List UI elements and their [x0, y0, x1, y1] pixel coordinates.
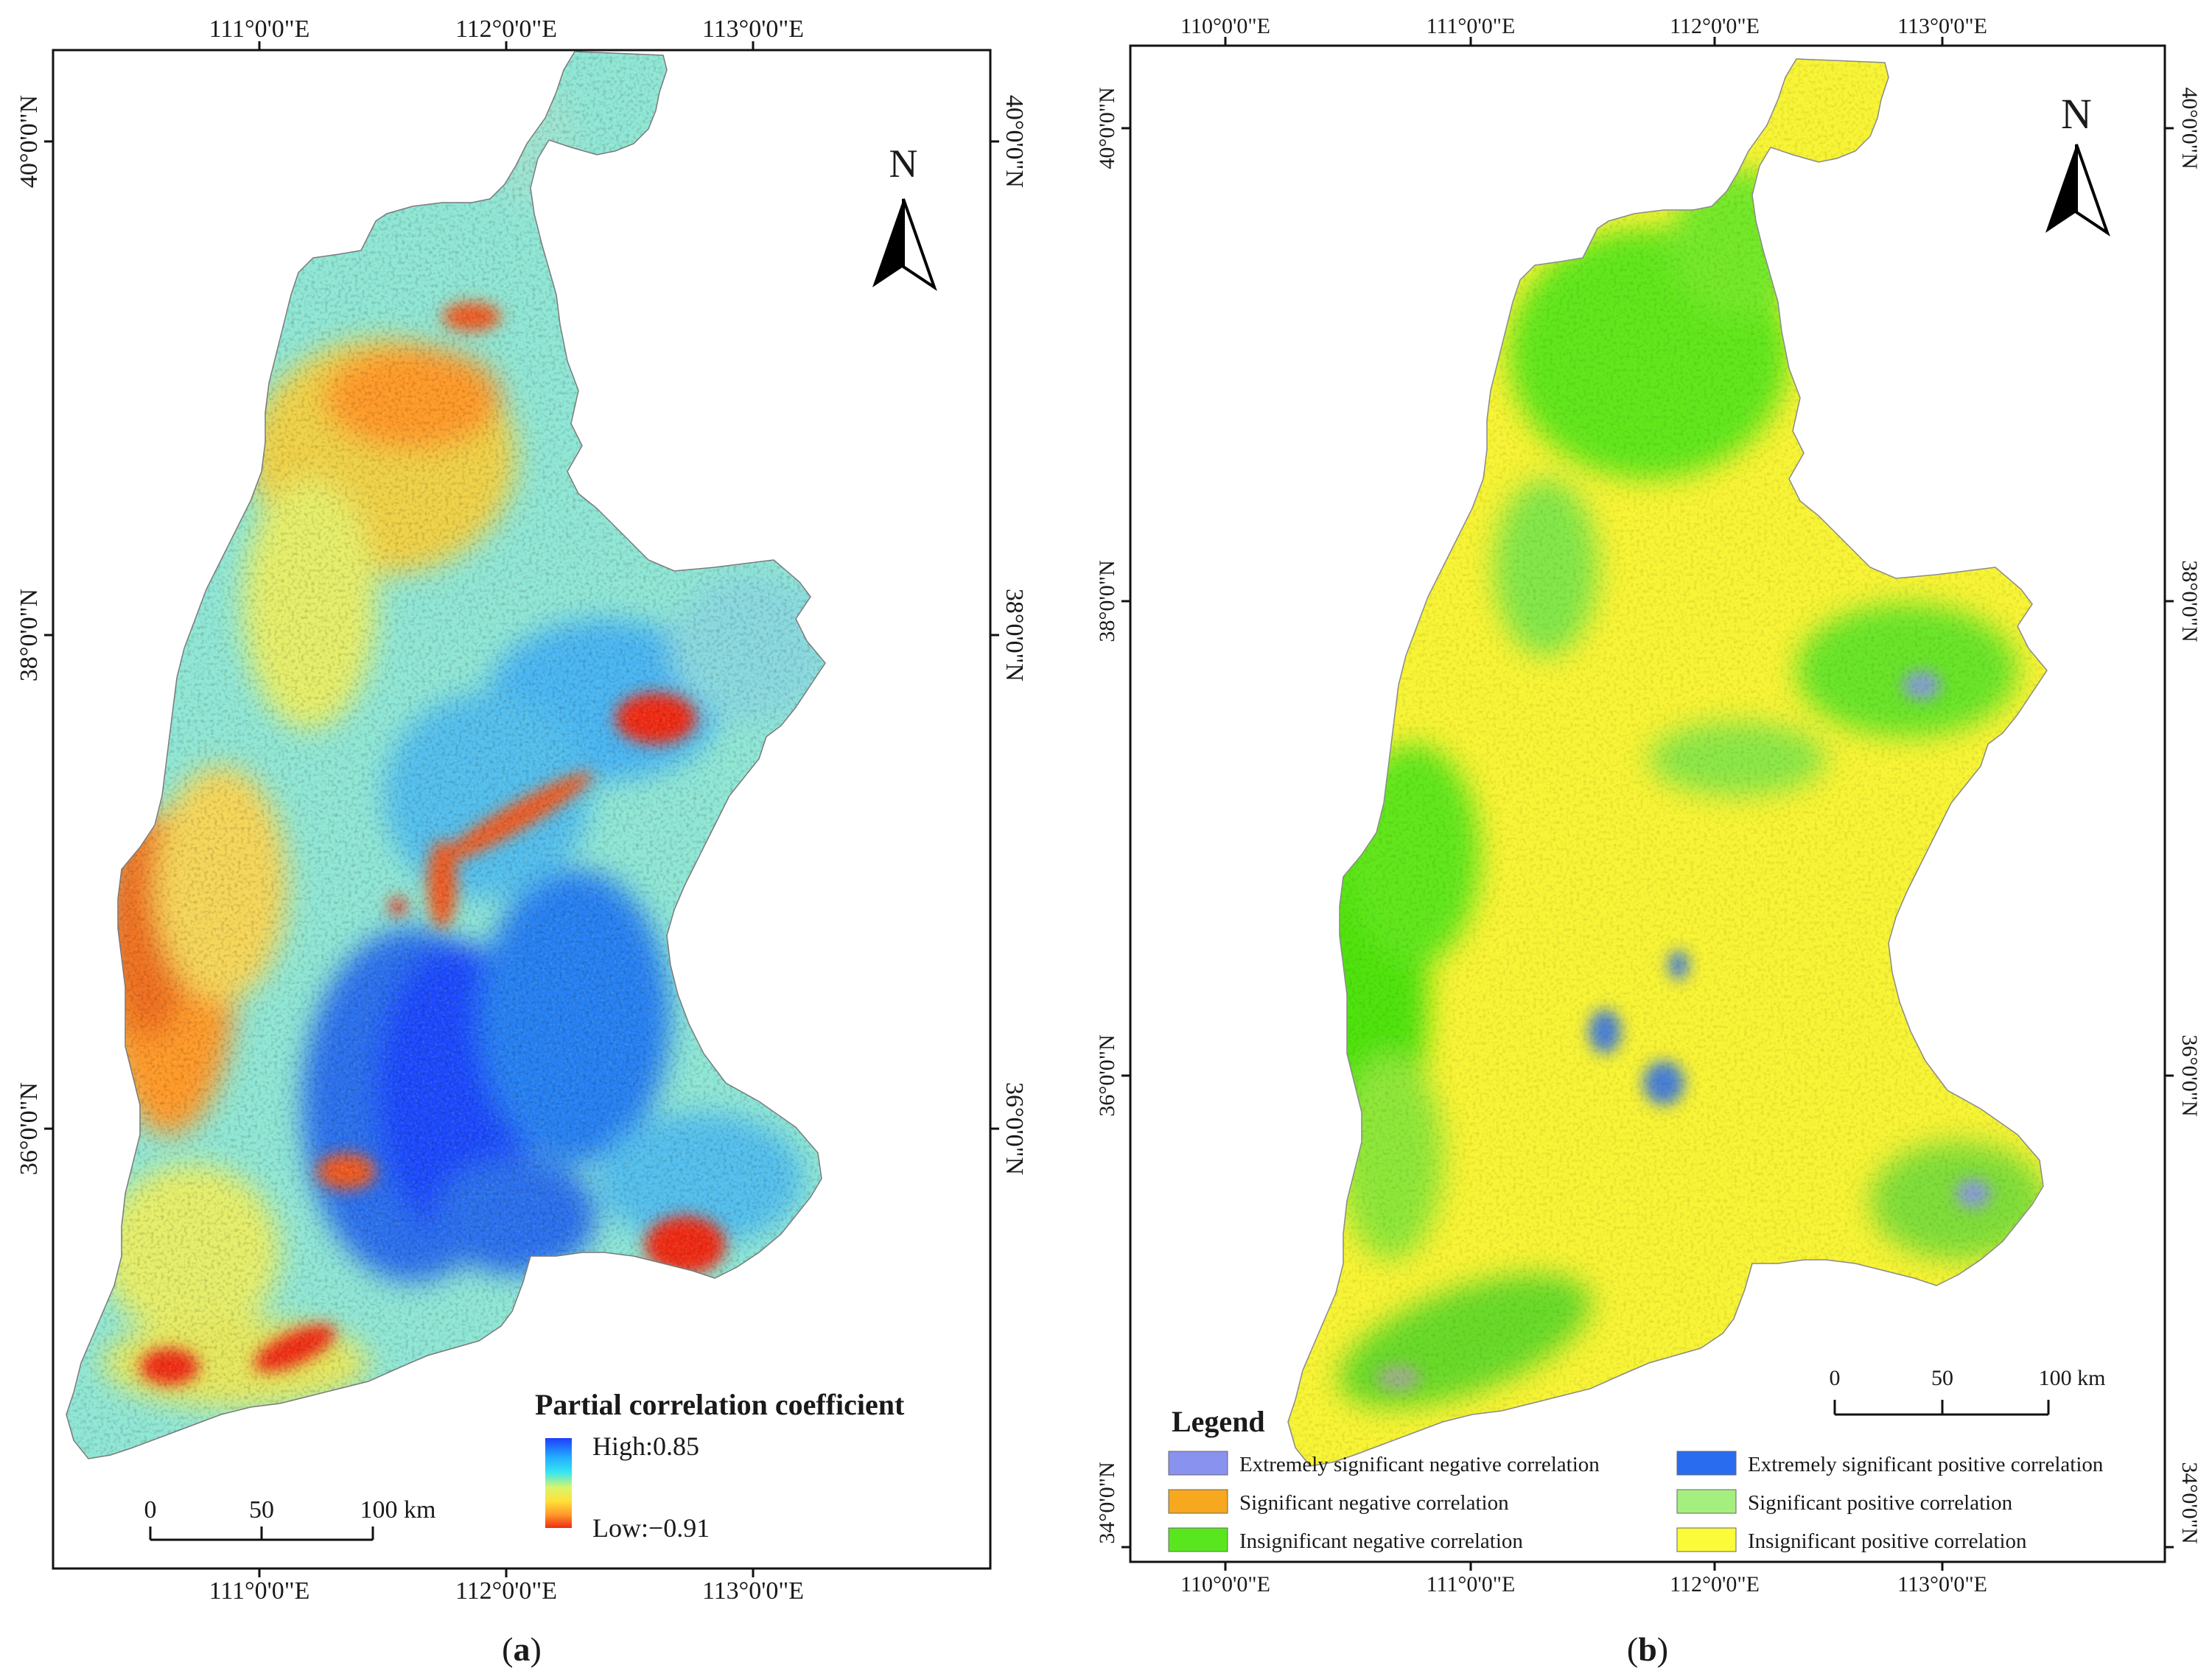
legend-title: Partial correlation coefficient	[535, 1388, 905, 1421]
right-tick-label: 38°0'0"N	[2177, 560, 2202, 642]
scale-label: 100 km	[2039, 1366, 2106, 1390]
top-tick-label: 111°0'0"E	[1427, 14, 1516, 38]
left-tick-label: 38°0'0"N	[15, 589, 43, 681]
scale-label: 0	[144, 1496, 157, 1524]
legend-swatch	[1168, 1451, 1228, 1476]
scale-label: 50	[249, 1496, 274, 1524]
legend-item-label: Significant negative correlation	[1239, 1491, 1509, 1515]
north-label: N	[889, 141, 918, 186]
left-tick-label: 36°0'0"N	[1095, 1034, 1119, 1116]
bottom-tick-label: 112°0'0"E	[1670, 1572, 1760, 1596]
panel-a-map: 111°0'0"E 112°0'0"E 113°0'0"E 111°0'0"E …	[15, 15, 1028, 1668]
legend-low-label: Low:−0.91	[592, 1513, 710, 1543]
graticule-ticks	[1121, 37, 2174, 1571]
legend-swatch	[1676, 1489, 1737, 1514]
top-tick-label: 111°0'0"E	[209, 15, 310, 43]
colorbar	[545, 1438, 572, 1528]
top-tick-label: 112°0'0"E	[1670, 14, 1760, 38]
legend-swatch	[1168, 1489, 1228, 1514]
top-tick-label: 112°0'0"E	[455, 15, 557, 43]
legend-swatch	[1168, 1527, 1228, 1552]
right-tick-label: 40°0'0"N	[1001, 95, 1028, 188]
legend-swatch	[1676, 1451, 1737, 1476]
top-tick-label: 110°0'0"E	[1180, 14, 1270, 38]
panel-b-map: 110°0'0"E 111°0'0"E 112°0'0"E 113°0'0"E …	[1095, 14, 2202, 1668]
scale-bar	[149, 1526, 374, 1541]
right-tick-label: 34°0'0"N	[2177, 1462, 2202, 1543]
bottom-tick-label: 110°0'0"E	[1180, 1572, 1270, 1596]
legend-item-label: Extremely significant negative correlati…	[1239, 1453, 1600, 1476]
left-tick-label: 40°0'0"N	[1095, 87, 1119, 169]
graticule-ticks	[44, 41, 999, 1577]
left-tick-label: 34°0'0"N	[1095, 1462, 1119, 1543]
bottom-tick-label: 111°0'0"E	[1427, 1572, 1516, 1596]
top-tick-label: 113°0'0"E	[1897, 14, 1987, 38]
bottom-tick-label: 111°0'0"E	[209, 1577, 310, 1605]
panel-b-caption: (b)	[1627, 1630, 1668, 1668]
bottom-tick-label: 113°0'0"E	[702, 1577, 804, 1605]
legend-item-label: Significant positive correlation	[1748, 1491, 2013, 1515]
left-tick-label: 36°0'0"N	[15, 1082, 43, 1175]
scale-label: 100 km	[360, 1496, 436, 1524]
scale-label: 0	[1830, 1366, 1841, 1390]
right-tick-label: 36°0'0"N	[1001, 1082, 1028, 1175]
left-tick-label: 38°0'0"N	[1095, 560, 1119, 642]
right-tick-label: 36°0'0"N	[2177, 1034, 2202, 1116]
right-tick-label: 38°0'0"N	[1001, 589, 1028, 681]
right-tick-label: 40°0'0"N	[2177, 87, 2202, 169]
scale-bar	[1833, 1400, 2050, 1416]
legend-title: Legend	[1172, 1405, 1265, 1438]
top-tick-label: 113°0'0"E	[702, 15, 804, 43]
legend-item-label: Extremely significant positive correlati…	[1748, 1453, 2104, 1476]
legend-item-label: Insignificant negative correlation	[1239, 1529, 1523, 1553]
panel-a-caption: (a)	[502, 1630, 542, 1668]
north-label: N	[2061, 90, 2092, 138]
legend-swatch	[1676, 1527, 1737, 1552]
legend-high-label: High:0.85	[592, 1431, 699, 1461]
legend-item-label: Insignificant positive correlation	[1748, 1529, 2027, 1553]
left-tick-label: 40°0'0"N	[15, 95, 43, 188]
scale-label: 50	[1931, 1366, 1953, 1390]
bottom-tick-label: 112°0'0"E	[455, 1577, 557, 1605]
bottom-tick-label: 113°0'0"E	[1897, 1572, 1987, 1596]
legend: Legend Extremely significant negative co…	[1168, 1405, 2104, 1553]
